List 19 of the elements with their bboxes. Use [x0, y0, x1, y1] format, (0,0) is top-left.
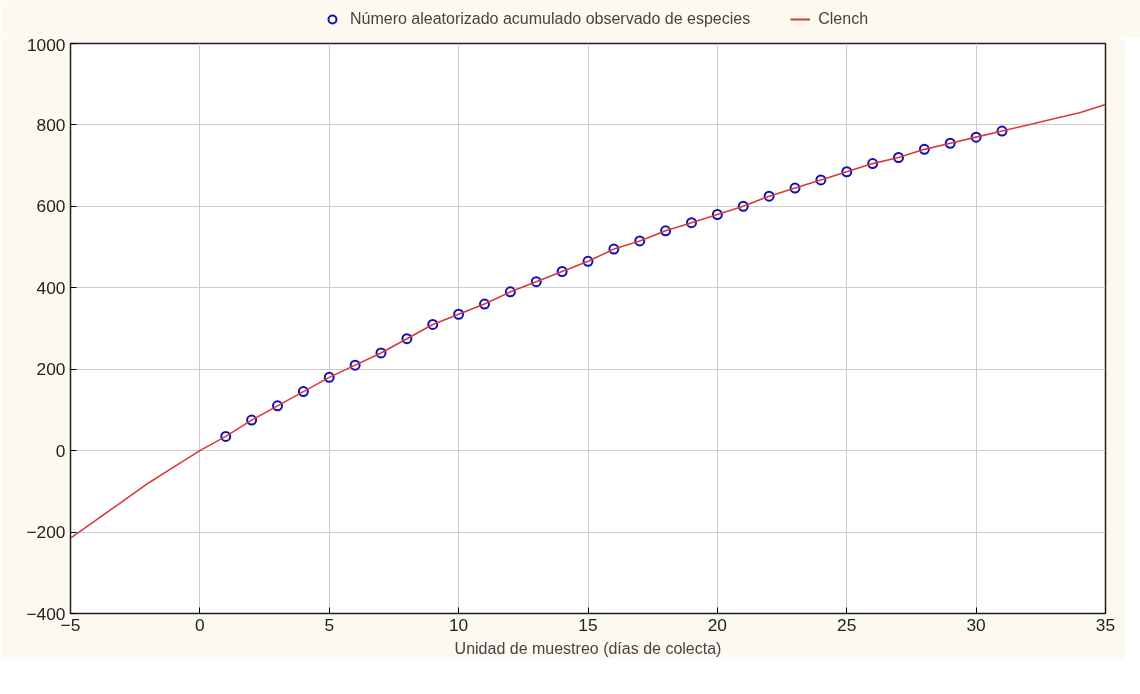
x-tick-label: 15	[578, 614, 598, 635]
y-tick-label: 600	[36, 196, 66, 217]
x-tick-label: 10	[448, 614, 469, 635]
x-tick-label: 0	[195, 614, 205, 635]
x-tick-label: 35	[1095, 614, 1116, 635]
x-tick-label: 20	[707, 614, 728, 635]
y-tick-label: 200	[36, 359, 66, 380]
y-tick-label: −200	[26, 522, 66, 543]
legend-label: Clench	[818, 9, 869, 29]
x-tick-label: 5	[324, 614, 335, 635]
x-axis-title: Unidad de muestreo (días de colecta)	[454, 639, 722, 657]
y-tick-label: 0	[55, 440, 66, 461]
x-tick-label: 30	[966, 614, 986, 635]
y-tick-label: 800	[36, 114, 66, 135]
y-tick-label: 1000	[26, 34, 66, 55]
x-tick-label: 25	[837, 614, 857, 635]
legend-label: Número aleatorizado acumulado observado de especies	[349, 9, 751, 29]
line-series	[70, 103, 1106, 539]
y-tick-label: 400	[36, 277, 66, 298]
